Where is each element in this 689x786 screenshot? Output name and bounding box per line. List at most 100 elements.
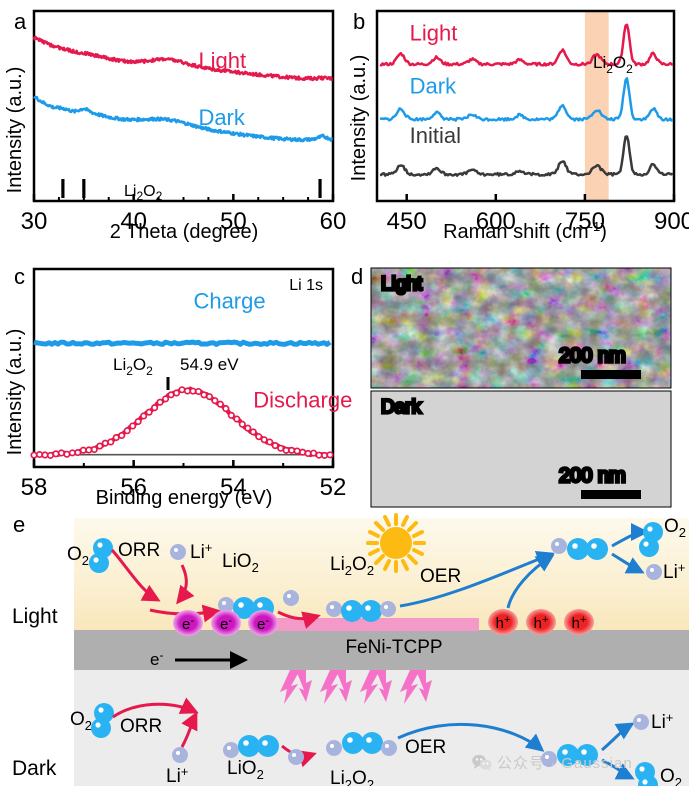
- feni-tcpp-slab: [74, 630, 689, 670]
- panel-b: b Intensity (a.u.) Light Dark Initial Li2O…: [345, 0, 689, 243]
- sun-icon: [366, 513, 426, 573]
- panel-c-xticks: [32, 460, 335, 467]
- sem-image-dark: Dark 200 nm: [370, 390, 672, 508]
- panel-a-xtick: 50: [220, 208, 247, 235]
- orr-arrow-dark: [112, 697, 199, 719]
- light-region-label: Light: [12, 605, 58, 628]
- li-out-arrow-dark: [601, 722, 635, 752]
- panel-b-label-dark: Dark: [410, 74, 457, 99]
- panel-a-series-labels: Light Dark: [198, 48, 246, 130]
- sem-light-scalebar: [581, 370, 641, 379]
- wechat-icon: [472, 754, 492, 771]
- panel-a-label: a: [14, 9, 27, 34]
- panel-b-xlabel: Raman shift (cm-1): [443, 219, 607, 243]
- panel-c-series-labels: Charge Discharge: [193, 289, 352, 413]
- pink-reaction-bar: [274, 618, 479, 631]
- light-li2o2-label: Li2O2: [330, 554, 374, 578]
- panel-c-xlabel: Binding energy (eV): [96, 487, 273, 509]
- panel-b-label-light: Light: [410, 20, 458, 45]
- panel-c-xticklabels: 58 56 54 52: [21, 474, 347, 501]
- panel-b-xtick: 450: [387, 208, 427, 235]
- panel-a-xtick: 60: [320, 208, 347, 235]
- panel-a-annotation: Li2O2: [124, 183, 163, 203]
- panel-a-reference-peaks: [61, 179, 322, 198]
- dark-reaction-scheme: O2 ORR Li+ LiO2 Li2O2 OER: [70, 697, 682, 786]
- sem-dark-scalebar: [581, 490, 641, 499]
- dark-region-bg: [74, 666, 689, 786]
- panel-a-curve-dark: [33, 95, 334, 143]
- panel-c-xtick: 52: [320, 474, 347, 501]
- panel-a-xtick: 30: [21, 208, 48, 235]
- panel-c-curves: [30, 339, 334, 459]
- panel-a: a Intensity (a.u.) Light Dark Li2O2 30 40 5…: [0, 0, 347, 243]
- dark-orr-label: ORR: [120, 716, 162, 737]
- panel-a-xticklabels: 30 40 50 60: [21, 208, 347, 235]
- light-orr-label: ORR: [118, 540, 160, 561]
- slab-label: FeNi-TCPP: [345, 637, 442, 658]
- sem-light-caption: Light: [381, 274, 423, 295]
- panel-b-curves: [379, 23, 674, 177]
- panel-c-xtick: 58: [21, 474, 48, 501]
- panel-b-xlabel-sup: -1: [589, 219, 601, 234]
- dark-lio2-label: LiO2: [227, 758, 264, 782]
- hole-transfer-arrow: [506, 554, 555, 609]
- dark-li2o2-label: Li2O2: [330, 768, 374, 786]
- panel-c-xtick: 54: [220, 474, 247, 501]
- hole-carriers: h+ h+ h+: [488, 609, 594, 635]
- panel-b-frame: [375, 9, 676, 203]
- oer-arrow-dark: [397, 722, 545, 752]
- panel-e-svg: e FeNi-TCPP e- Light Dark O2 ORR Li+: [12, 512, 689, 786]
- panel-e: e FeNi-TCPP e- Light Dark O2 ORR Li+: [0, 510, 689, 786]
- panel-d-svg: d Light 200 nm Dark 200 nm: [351, 264, 672, 508]
- panel-c-label: c: [14, 264, 25, 289]
- panel-a-xlabel: 2 Theta (degree): [110, 221, 259, 243]
- panel-b-xtick: 900: [654, 208, 689, 235]
- panel-e-label: e: [13, 512, 25, 537]
- panel-c-xtick: 56: [120, 474, 147, 501]
- panel-a-curves: [32, 35, 334, 143]
- panel-d-label: d: [351, 264, 363, 289]
- dark-oer-label: OER: [405, 737, 446, 758]
- panel-c-curve-charge: [33, 339, 332, 347]
- panel-b-xtick: 750: [565, 208, 605, 235]
- panel-b-svg: b Intensity (a.u.) Light Dark Initial Li2O…: [348, 9, 689, 243]
- panel-a-svg: a Intensity (a.u.) Light Dark Li2O2 30 40 5…: [4, 9, 347, 243]
- sem-dark-scalebar-label: 200 nm: [559, 465, 626, 487]
- panel-c-ylabel: Intensity (a.u.): [4, 329, 26, 456]
- panel-a-ylabel: Intensity (a.u.): [4, 67, 26, 194]
- panel-a-curve-light: [32, 35, 333, 82]
- li-arrow-light: [176, 564, 195, 605]
- panel-a-xticks: [32, 194, 335, 201]
- panel-a-label-light: Light: [198, 48, 246, 73]
- panel-b-curve-initial: [379, 135, 674, 177]
- panel-b-label-initial: Initial: [410, 123, 461, 148]
- panel-b-xticks: [405, 194, 676, 201]
- panel-b-curve-light: [379, 23, 674, 67]
- panel-a-frame: [32, 9, 335, 203]
- panel-c-species-label: Li2O2: [113, 355, 153, 378]
- li-out-arrow-light: [611, 552, 645, 574]
- panel-b-label: b: [353, 9, 365, 34]
- sem-image-light: Light 200 nm: [370, 267, 672, 389]
- li-arrow-dark: [180, 711, 198, 748]
- sem-dark-caption: Dark: [381, 397, 422, 418]
- sem-light-scalebar-label: 200 nm: [559, 345, 626, 367]
- panel-b-plotbg: [377, 11, 674, 201]
- electron-carriers: e- e- e-: [173, 610, 278, 636]
- panel-b-xlabel-base: Raman shift (cm: [443, 221, 589, 243]
- pink-flame-arrows: [280, 670, 432, 704]
- light-oer-label: OER: [420, 566, 461, 587]
- panel-b-xticklabels: 450 600 750 900: [387, 208, 689, 235]
- panel-c-label-charge: Charge: [193, 289, 265, 314]
- panel-b-curve-dark: [379, 77, 674, 122]
- panel-c-discharge-markers: [30, 386, 334, 459]
- panel-c-peak-label: 54.9 eV: [180, 355, 239, 374]
- panel-c-label-discharge: Discharge: [253, 388, 352, 413]
- watermark: 公众号 · Gaussian: [472, 752, 633, 773]
- watermark-text: 公众号 · Gaussian: [497, 755, 633, 772]
- panel-b-xtick: 600: [476, 208, 516, 235]
- lio2-to-li2o2-arrow-light: [277, 610, 321, 629]
- panel-b-annotation: Li2O2: [593, 53, 633, 76]
- panel-c: c Intensity (a.u.) Li 1s Charge Discharge…: [0, 242, 352, 510]
